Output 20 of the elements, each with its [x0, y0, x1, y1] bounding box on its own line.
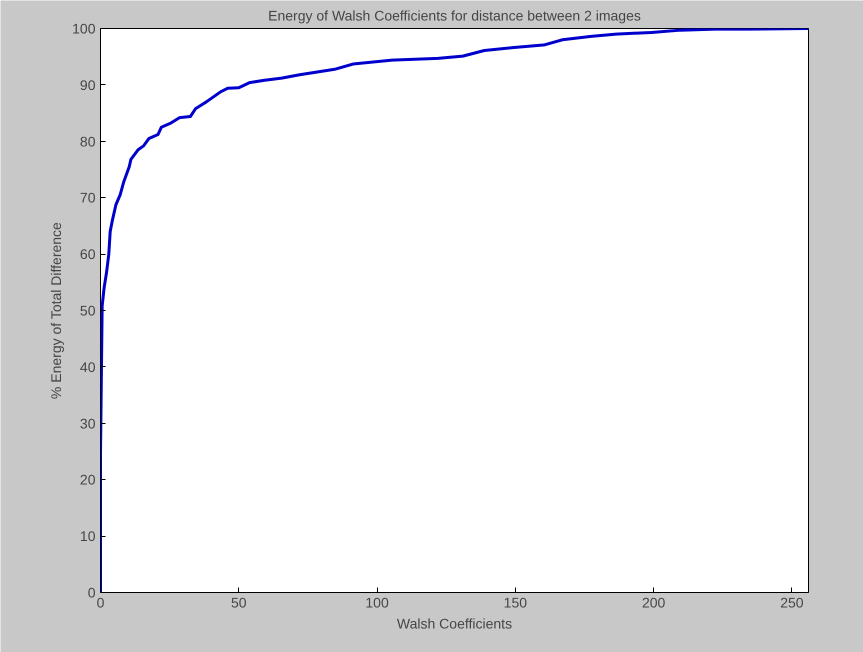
y-tick-label: 90	[80, 76, 96, 93]
y-tick-label: 10	[80, 528, 96, 544]
chart-title: Energy of Walsh Coefficients for distance between 2 images	[268, 8, 641, 24]
x-tick-label: 250	[780, 594, 804, 610]
y-tick-label: 70	[80, 190, 96, 206]
y-tick-label: 30	[80, 415, 96, 432]
y-tick-label: 50	[80, 302, 96, 318]
line-series	[100, 28, 808, 592]
x-tick-label: 200	[642, 594, 666, 610]
x-tick-label: 50	[230, 594, 247, 610]
y-tick-label: 60	[80, 246, 96, 262]
y-tick-label: 40	[80, 358, 96, 375]
y-tick-label: 0	[88, 584, 96, 600]
y-tick-label: 80	[80, 133, 96, 150]
x-tick-label: 100	[365, 594, 389, 610]
y-tick-label: 20	[80, 472, 96, 488]
y-axis-title: % Energy of Total Difference	[48, 222, 64, 400]
x-tick-label: 150	[504, 594, 528, 610]
x-axis-title: Walsh Coefficients	[396, 616, 512, 632]
y-tick-label: 100	[72, 20, 96, 36]
